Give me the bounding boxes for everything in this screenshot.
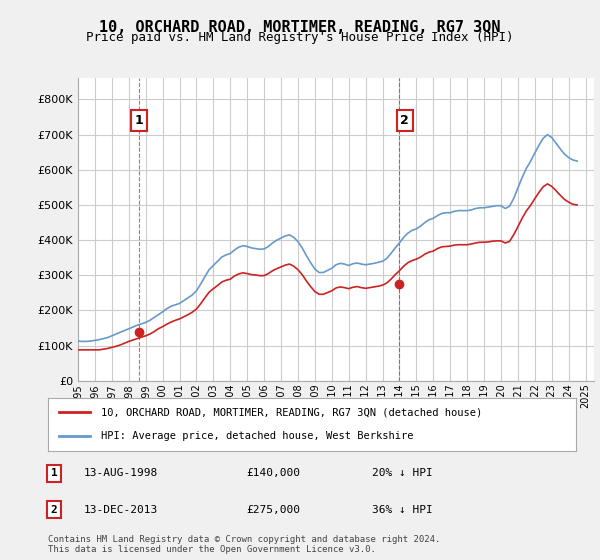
- Text: Price paid vs. HM Land Registry's House Price Index (HPI): Price paid vs. HM Land Registry's House …: [86, 31, 514, 44]
- Text: 10, ORCHARD ROAD, MORTIMER, READING, RG7 3QN: 10, ORCHARD ROAD, MORTIMER, READING, RG7…: [99, 20, 501, 35]
- Text: 13-AUG-1998: 13-AUG-1998: [84, 468, 158, 478]
- Text: 1: 1: [134, 114, 143, 127]
- Text: 13-DEC-2013: 13-DEC-2013: [84, 505, 158, 515]
- Text: 2: 2: [400, 114, 409, 127]
- Text: 1: 1: [50, 468, 58, 478]
- Text: HPI: Average price, detached house, West Berkshire: HPI: Average price, detached house, West…: [101, 431, 413, 441]
- Text: 2: 2: [50, 505, 58, 515]
- Text: Contains HM Land Registry data © Crown copyright and database right 2024.
This d: Contains HM Land Registry data © Crown c…: [48, 535, 440, 554]
- Text: 10, ORCHARD ROAD, MORTIMER, READING, RG7 3QN (detached house): 10, ORCHARD ROAD, MORTIMER, READING, RG7…: [101, 408, 482, 418]
- Text: £140,000: £140,000: [246, 468, 300, 478]
- Text: 36% ↓ HPI: 36% ↓ HPI: [372, 505, 433, 515]
- Text: £275,000: £275,000: [246, 505, 300, 515]
- Text: 20% ↓ HPI: 20% ↓ HPI: [372, 468, 433, 478]
